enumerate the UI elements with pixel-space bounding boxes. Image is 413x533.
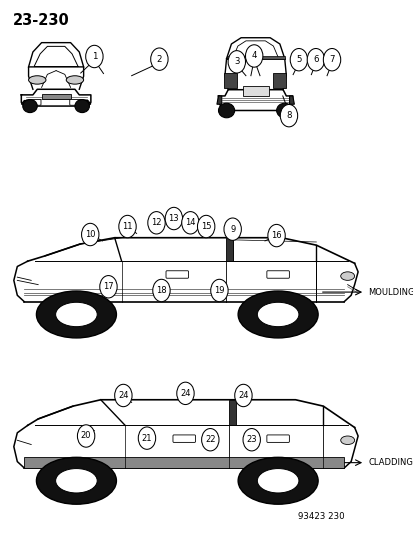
Text: 24: 24	[118, 391, 128, 400]
Polygon shape	[289, 96, 294, 104]
Text: 6: 6	[312, 55, 318, 64]
Circle shape	[245, 45, 262, 67]
Text: 19: 19	[214, 286, 224, 295]
Polygon shape	[79, 100, 90, 104]
Polygon shape	[229, 400, 236, 425]
FancyBboxPatch shape	[266, 271, 289, 278]
Circle shape	[147, 212, 165, 234]
Ellipse shape	[55, 469, 97, 493]
Ellipse shape	[257, 302, 298, 327]
Text: 10: 10	[85, 230, 95, 239]
Text: 22: 22	[204, 435, 215, 444]
Text: 12: 12	[151, 219, 161, 227]
Circle shape	[290, 49, 307, 71]
Circle shape	[114, 384, 132, 407]
Text: 20: 20	[81, 432, 91, 440]
FancyBboxPatch shape	[223, 73, 237, 87]
Circle shape	[81, 223, 99, 246]
Circle shape	[242, 429, 260, 451]
Text: 11: 11	[122, 222, 133, 231]
Circle shape	[197, 215, 214, 238]
Circle shape	[306, 49, 324, 71]
Text: 14: 14	[185, 219, 195, 227]
FancyBboxPatch shape	[242, 86, 268, 96]
Ellipse shape	[218, 103, 234, 118]
Text: 13: 13	[168, 214, 179, 223]
Text: 2: 2	[156, 55, 162, 63]
FancyBboxPatch shape	[69, 99, 81, 106]
Ellipse shape	[75, 100, 89, 112]
Circle shape	[152, 279, 170, 302]
Text: 1: 1	[91, 52, 97, 61]
Text: 93423 230: 93423 230	[297, 512, 344, 521]
Text: 3: 3	[233, 58, 239, 66]
Ellipse shape	[237, 457, 317, 504]
Text: 15: 15	[200, 222, 211, 231]
Ellipse shape	[23, 100, 37, 112]
Ellipse shape	[36, 457, 116, 504]
Text: 17: 17	[103, 282, 114, 291]
Text: 4: 4	[251, 52, 256, 60]
Text: 21: 21	[141, 434, 152, 442]
Text: 24: 24	[180, 389, 190, 398]
Ellipse shape	[28, 76, 46, 84]
Circle shape	[228, 51, 245, 73]
Circle shape	[85, 45, 103, 68]
Text: 9: 9	[230, 225, 235, 233]
Text: 16: 16	[271, 231, 281, 240]
Circle shape	[119, 215, 136, 238]
FancyBboxPatch shape	[29, 99, 41, 106]
Polygon shape	[21, 100, 33, 104]
Ellipse shape	[340, 272, 354, 280]
Text: 5: 5	[295, 55, 301, 64]
Polygon shape	[226, 56, 284, 59]
FancyBboxPatch shape	[272, 73, 285, 87]
Circle shape	[323, 49, 340, 71]
FancyBboxPatch shape	[173, 435, 195, 442]
Ellipse shape	[237, 291, 317, 338]
Ellipse shape	[340, 436, 354, 445]
FancyBboxPatch shape	[41, 94, 70, 99]
FancyBboxPatch shape	[266, 435, 289, 442]
Ellipse shape	[257, 469, 298, 493]
Text: 24: 24	[237, 391, 248, 400]
Circle shape	[77, 425, 95, 447]
Ellipse shape	[36, 291, 116, 338]
Circle shape	[234, 384, 252, 407]
Ellipse shape	[55, 302, 97, 327]
Circle shape	[223, 218, 241, 240]
Text: 23: 23	[246, 435, 256, 444]
Text: 8: 8	[285, 111, 291, 120]
Circle shape	[150, 48, 168, 70]
Circle shape	[201, 429, 218, 451]
Polygon shape	[24, 457, 343, 468]
Circle shape	[138, 427, 155, 449]
Text: 23-230: 23-230	[12, 13, 69, 28]
Circle shape	[100, 276, 117, 298]
Text: CLADDING: CLADDING	[368, 458, 413, 467]
Polygon shape	[216, 96, 221, 104]
Circle shape	[165, 207, 182, 230]
Text: 18: 18	[156, 286, 166, 295]
Circle shape	[181, 212, 199, 234]
Ellipse shape	[66, 76, 83, 84]
Circle shape	[280, 104, 297, 127]
Polygon shape	[225, 238, 233, 261]
Text: 7: 7	[328, 55, 334, 64]
FancyBboxPatch shape	[166, 271, 188, 278]
Circle shape	[176, 382, 194, 405]
Circle shape	[267, 224, 285, 247]
Circle shape	[210, 279, 228, 302]
Text: MOULDING: MOULDING	[368, 288, 413, 296]
Ellipse shape	[276, 103, 292, 118]
